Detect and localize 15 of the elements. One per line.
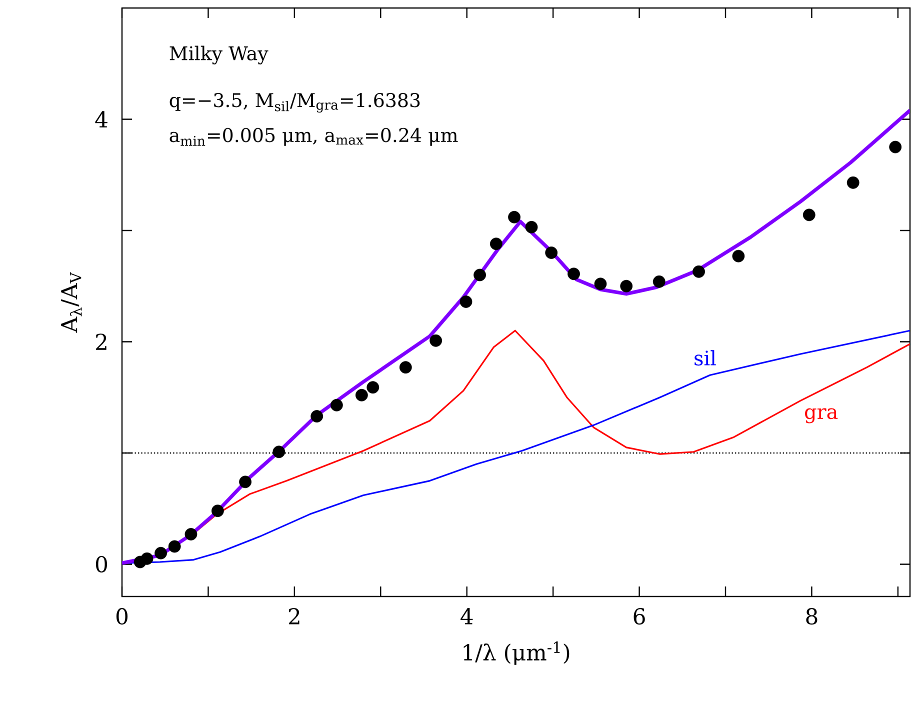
y-axis-title: A$_{λ}$/A$_{V}$ — [61, 272, 82, 333]
x-tick-label: 2 — [288, 608, 300, 624]
y-tick-label: 2 — [96, 334, 106, 350]
series-label: gra — [805, 408, 838, 424]
x-tick-label: 0 — [116, 608, 128, 625]
series-label: sil — [694, 350, 716, 366]
x-tick-label: 8 — [806, 608, 818, 625]
annotation: Milky Way — [170, 46, 268, 64]
x-tick-label: 4 — [460, 608, 473, 624]
annotation: a$_{min}$=0.005 μm, a$_{max}$=0.24 μm — [170, 128, 458, 146]
y-tick-label: 4 — [95, 111, 108, 128]
y-tick-label: 0 — [96, 556, 108, 573]
x-axis-title: 1/λ (μm$^{-1}$) — [464, 641, 570, 665]
x-tick-label: 6 — [634, 608, 645, 625]
annotation: q=−3.5, M$_{sil}$/M$_{gra}$=1.6383 — [170, 92, 420, 113]
